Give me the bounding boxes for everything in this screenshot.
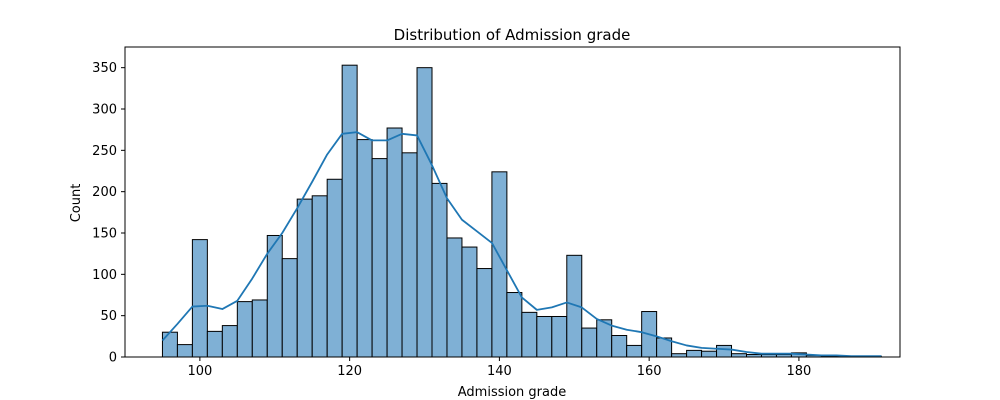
y-tick-label: 50 xyxy=(100,309,117,324)
x-tick-label: 120 xyxy=(337,364,362,379)
histogram-bar xyxy=(431,182,448,358)
histogram-bar xyxy=(191,239,208,358)
histogram-bar xyxy=(386,127,403,358)
histogram-bar xyxy=(581,327,598,358)
y-tick-label: 100 xyxy=(92,268,117,283)
x-tick-label: 160 xyxy=(637,364,662,379)
histogram-bar xyxy=(401,152,418,358)
kde-curve xyxy=(161,131,882,358)
histogram-bar xyxy=(551,315,568,358)
histogram-bar xyxy=(416,67,433,358)
histogram-bar xyxy=(221,325,238,358)
y-axis: 0 50 100 150 200 250 300 350 xyxy=(92,61,125,366)
y-tick-label: 300 xyxy=(92,103,117,118)
plot-frame xyxy=(124,46,901,358)
histogram-bar xyxy=(611,335,628,358)
histogram-bar xyxy=(296,198,313,358)
histogram-bar xyxy=(176,344,193,358)
histogram-bar xyxy=(536,315,553,358)
histogram-bar xyxy=(281,258,298,358)
bars-group xyxy=(161,64,882,358)
x-axis-label: Admission grade xyxy=(458,385,567,400)
histogram-bar xyxy=(251,299,268,358)
histogram-bar xyxy=(356,139,373,358)
histogram-bar xyxy=(371,158,388,358)
y-tick-label: 250 xyxy=(92,144,117,159)
x-tick-label: 100 xyxy=(187,364,212,379)
y-tick-label: 0 xyxy=(109,351,117,366)
histogram-bar xyxy=(701,350,718,358)
histogram-bar xyxy=(326,178,343,358)
histogram-bar xyxy=(341,64,358,358)
histogram-bar xyxy=(206,330,223,358)
histogram-bar xyxy=(161,331,178,358)
chart-title: Distribution of Admission grade xyxy=(394,26,631,44)
x-tick-label: 180 xyxy=(786,364,811,379)
histogram-bar xyxy=(626,344,643,358)
histogram-bar xyxy=(461,246,478,358)
histogram-bar xyxy=(686,349,703,358)
histogram-bar xyxy=(266,234,283,358)
histogram-bar xyxy=(521,311,538,358)
histogram-bar xyxy=(716,344,733,358)
histogram-bar xyxy=(236,301,253,358)
y-tick-label: 200 xyxy=(92,185,117,200)
x-axis: 100 120 140 160 180 xyxy=(187,357,811,379)
histogram-bar xyxy=(446,237,463,358)
histogram-bar xyxy=(506,292,523,358)
x-tick-label: 140 xyxy=(487,364,512,379)
y-tick-label: 150 xyxy=(92,227,117,242)
y-tick-label: 350 xyxy=(92,61,117,76)
histogram-bar xyxy=(311,195,328,358)
y-axis-label: Count xyxy=(69,184,84,223)
histogram-bar xyxy=(476,268,493,358)
